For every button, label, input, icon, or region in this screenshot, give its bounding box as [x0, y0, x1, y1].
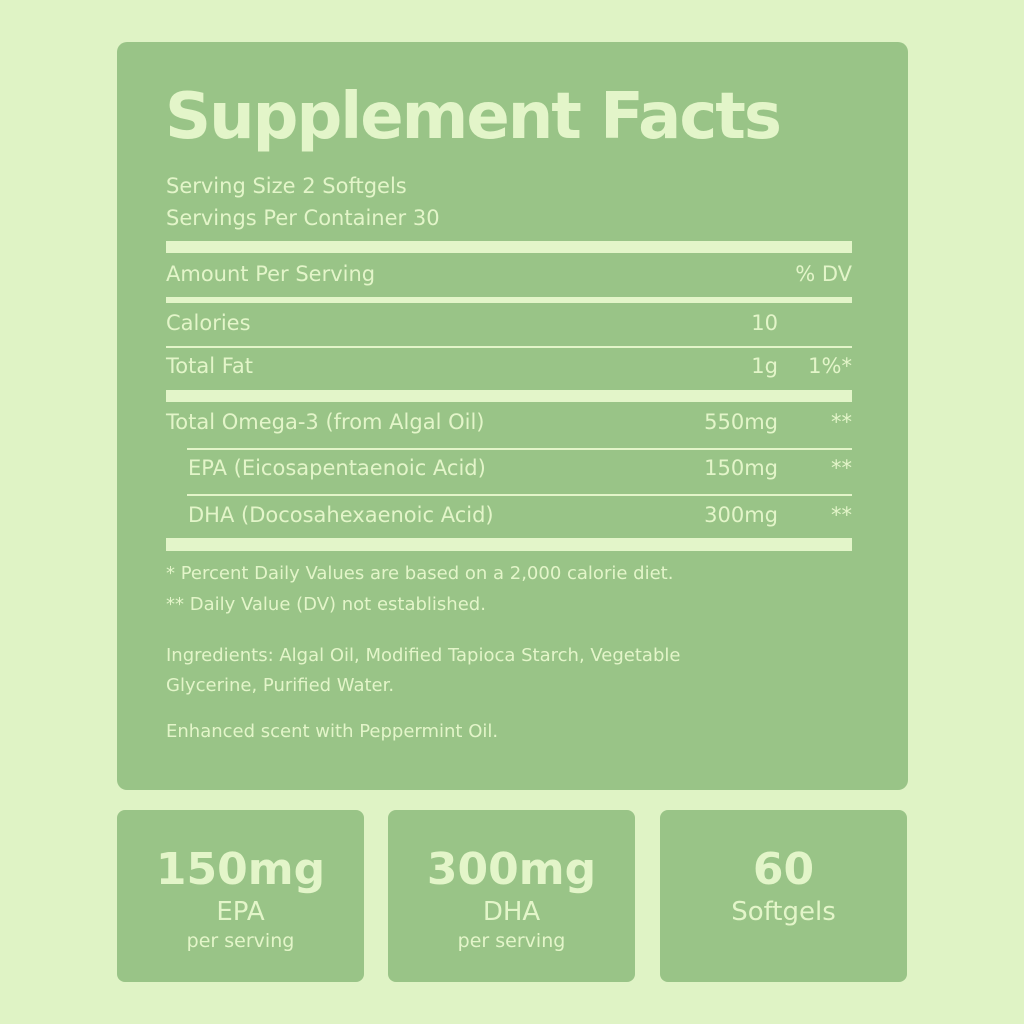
ingredients-line-1: Ingredients: Algal Oil, Modified Tapioca… — [166, 645, 681, 666]
row-total-fat-amount: 1g — [751, 354, 778, 378]
row-epa-name: EPA (Eicosapentaenoic Acid) — [188, 456, 486, 480]
row-omega3-name: Total Omega-3 (from Algal Oil) — [166, 410, 485, 434]
row-calories-amount: 10 — [751, 311, 778, 335]
badge-dha: 300mg DHA per serving — [388, 810, 635, 982]
dv-header: % DV — [795, 262, 852, 286]
row-total-fat-dv: 1%* — [808, 354, 852, 378]
divider — [166, 538, 852, 551]
row-total-fat-name: Total Fat — [166, 354, 253, 378]
row-omega3-amount: 550mg — [704, 410, 778, 434]
badge-value: 60 — [752, 844, 815, 895]
row-dha-amount: 300mg — [704, 503, 778, 527]
row-epa-dv: ** — [831, 456, 852, 480]
badge-epa: 150mg EPA per serving — [117, 810, 364, 982]
page-title: Supplement Facts — [165, 80, 782, 154]
footnote-dv: * Percent Daily Values are based on a 2,… — [166, 563, 674, 584]
divider — [166, 297, 852, 303]
badge-value: 300mg — [426, 844, 597, 895]
badge-sub: per serving — [186, 930, 295, 952]
badge-label: EPA — [216, 897, 265, 927]
badge-label: Softgels — [731, 897, 836, 927]
divider — [166, 241, 852, 253]
scent-note: Enhanced scent with Peppermint Oil. — [166, 721, 499, 742]
badge-label: DHA — [482, 897, 541, 927]
row-epa-amount: 150mg — [704, 456, 778, 480]
row-calories-name: Calories — [166, 311, 251, 335]
serving-size: Serving Size 2 Softgels — [166, 174, 407, 198]
divider — [166, 390, 852, 402]
row-omega3-dv: ** — [831, 410, 852, 434]
amount-per-serving-header: Amount Per Serving — [166, 262, 376, 286]
badge-value: 150mg — [155, 844, 326, 895]
servings-per-container: Servings Per Container 30 — [166, 206, 440, 230]
divider — [187, 494, 852, 496]
divider — [166, 346, 852, 348]
footnote-not-established: ** Daily Value (DV) not established. — [166, 594, 486, 615]
ingredients-line-2: Glycerine, Purified Water. — [166, 675, 395, 696]
divider — [187, 448, 852, 450]
badge-softgels: 60 Softgels — [660, 810, 907, 982]
row-dha-name: DHA (Docosahexaenoic Acid) — [188, 503, 494, 527]
row-dha-dv: ** — [831, 503, 852, 527]
supplement-facts-panel: Supplement Facts Serving Size 2 Softgels… — [117, 42, 908, 790]
badge-sub: per serving — [457, 930, 566, 952]
